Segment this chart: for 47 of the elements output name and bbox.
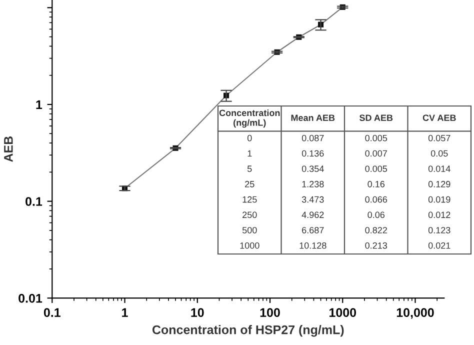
- x-tick-label: 1: [122, 308, 128, 317]
- annotation: CV AEB: [422, 114, 456, 122]
- annotation: 500: [242, 227, 257, 234]
- x-tick-label: 1000: [330, 308, 356, 317]
- annotation: 0.16: [368, 180, 385, 188]
- annotation: 0.019: [428, 196, 450, 203]
- annotation: 0.014: [428, 166, 450, 172]
- x-tick-label: 10: [191, 308, 204, 317]
- annotation: Mean AEB: [291, 114, 335, 122]
- annotation: 0.066: [365, 196, 388, 203]
- annotation: 10.128: [300, 242, 326, 249]
- x-tick-label: 0.1: [44, 308, 60, 317]
- annotation: 250: [242, 212, 257, 218]
- y-tick-label: 0.1: [26, 197, 42, 206]
- y-axis-title: AEB: [4, 136, 13, 162]
- annotation: 0.123: [428, 227, 450, 234]
- x-tick-label: 10,000: [396, 308, 434, 319]
- annotation: 5: [247, 166, 252, 172]
- annotation: 0.822: [365, 227, 387, 234]
- annotation: 4.962: [302, 212, 324, 218]
- annotation: 0: [247, 134, 252, 142]
- annotation: 1: [248, 150, 252, 157]
- x-axis-title: Concentration of HSP27 (ng/mL): [152, 325, 344, 337]
- annotation: 0.136: [302, 150, 324, 157]
- annotation: Concentration (ng/mL): [219, 109, 280, 128]
- annotation: 0.007: [365, 150, 387, 157]
- annotation: 0.021: [428, 242, 450, 249]
- annotation: 0.129: [428, 180, 450, 188]
- annotation: 3.473: [302, 196, 324, 203]
- annotation: 25: [245, 180, 254, 188]
- annotation: 0.057: [428, 134, 450, 142]
- x-tick-label: 100: [260, 308, 280, 317]
- annotation: 0.005: [365, 166, 388, 172]
- annotation: 0.354: [302, 166, 324, 172]
- annotation: 0.087: [302, 134, 324, 142]
- annotation: 0.005: [365, 134, 388, 142]
- annotation: 0.06: [368, 212, 385, 218]
- annotation: 125: [242, 196, 257, 203]
- annotation: 0.213: [365, 242, 388, 249]
- y-tick-label: 1: [36, 100, 42, 109]
- annotation: SD AEB: [360, 114, 393, 122]
- annotation: 6.687: [302, 227, 324, 234]
- annotation: 0.05: [430, 150, 448, 157]
- y-tick-label: 0.01: [18, 294, 42, 303]
- annotation: 0.012: [428, 212, 450, 218]
- annotation: 1000: [240, 242, 260, 249]
- annotation: 1.238: [302, 180, 324, 188]
